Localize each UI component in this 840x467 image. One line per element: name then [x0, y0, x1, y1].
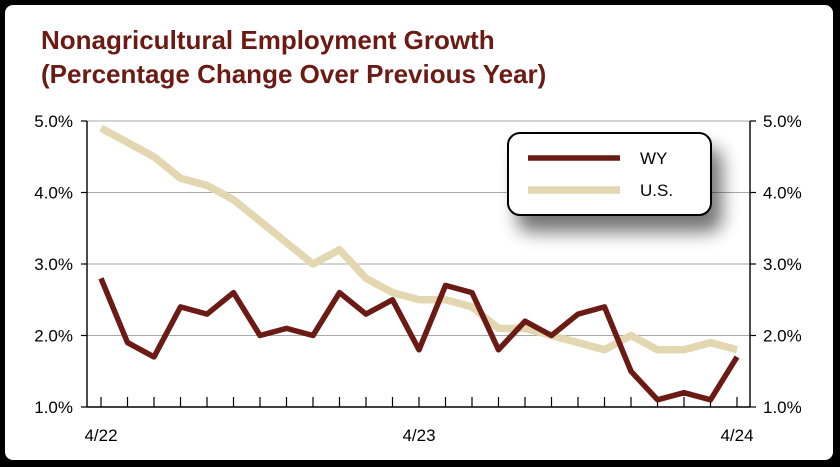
- axes: [81, 120, 756, 408]
- y-tick-label-right: 5.0%: [763, 112, 802, 131]
- y-tick-label-left: 3.0%: [34, 255, 73, 274]
- x-tick-label: 4/23: [402, 426, 435, 445]
- y-tick-label-left: 4.0%: [34, 184, 73, 203]
- x-tick-label: 4/22: [84, 426, 117, 445]
- y-tick-label-right: 3.0%: [763, 255, 802, 274]
- y-tick-label-right: 1.0%: [763, 398, 802, 417]
- legend: WY U.S.: [507, 132, 712, 216]
- y-tick-label-right: 2.0%: [763, 327, 802, 346]
- chart-title-block: Nonagricultural Employment Growth (Perce…: [41, 23, 546, 91]
- chart-frame: Nonagricultural Employment Growth (Perce…: [5, 5, 833, 460]
- series-line-us: [99, 124, 738, 354]
- y-tick-label-right: 4.0%: [763, 184, 802, 203]
- y-tick-label-left: 2.0%: [34, 327, 73, 346]
- legend-box: [507, 132, 712, 216]
- y-tick-label-left: 1.0%: [34, 398, 73, 417]
- chart-title: Nonagricultural Employment Growth: [41, 25, 495, 55]
- tick-labels: 1.0% 1.0% 2.0% 2.0% 3.0% 3.0% 4.0% 4.0% 5.0% 5.0%…: [34, 112, 802, 445]
- series-line-wy: [98, 277, 740, 403]
- x-tick-label: 4/24: [720, 426, 753, 445]
- y-tick-label-left: 5.0%: [34, 112, 73, 131]
- legend-label: WY: [640, 149, 667, 168]
- line-chart: 1.0% 1.0% 2.0% 2.0% 3.0% 3.0% 4.0% 4.0% 5.0% 5.0%…: [34, 112, 802, 445]
- chart-subtitle: (Percentage Change Over Previous Year): [41, 59, 547, 89]
- legend-label: U.S.: [640, 181, 673, 200]
- series-lines: [98, 124, 740, 403]
